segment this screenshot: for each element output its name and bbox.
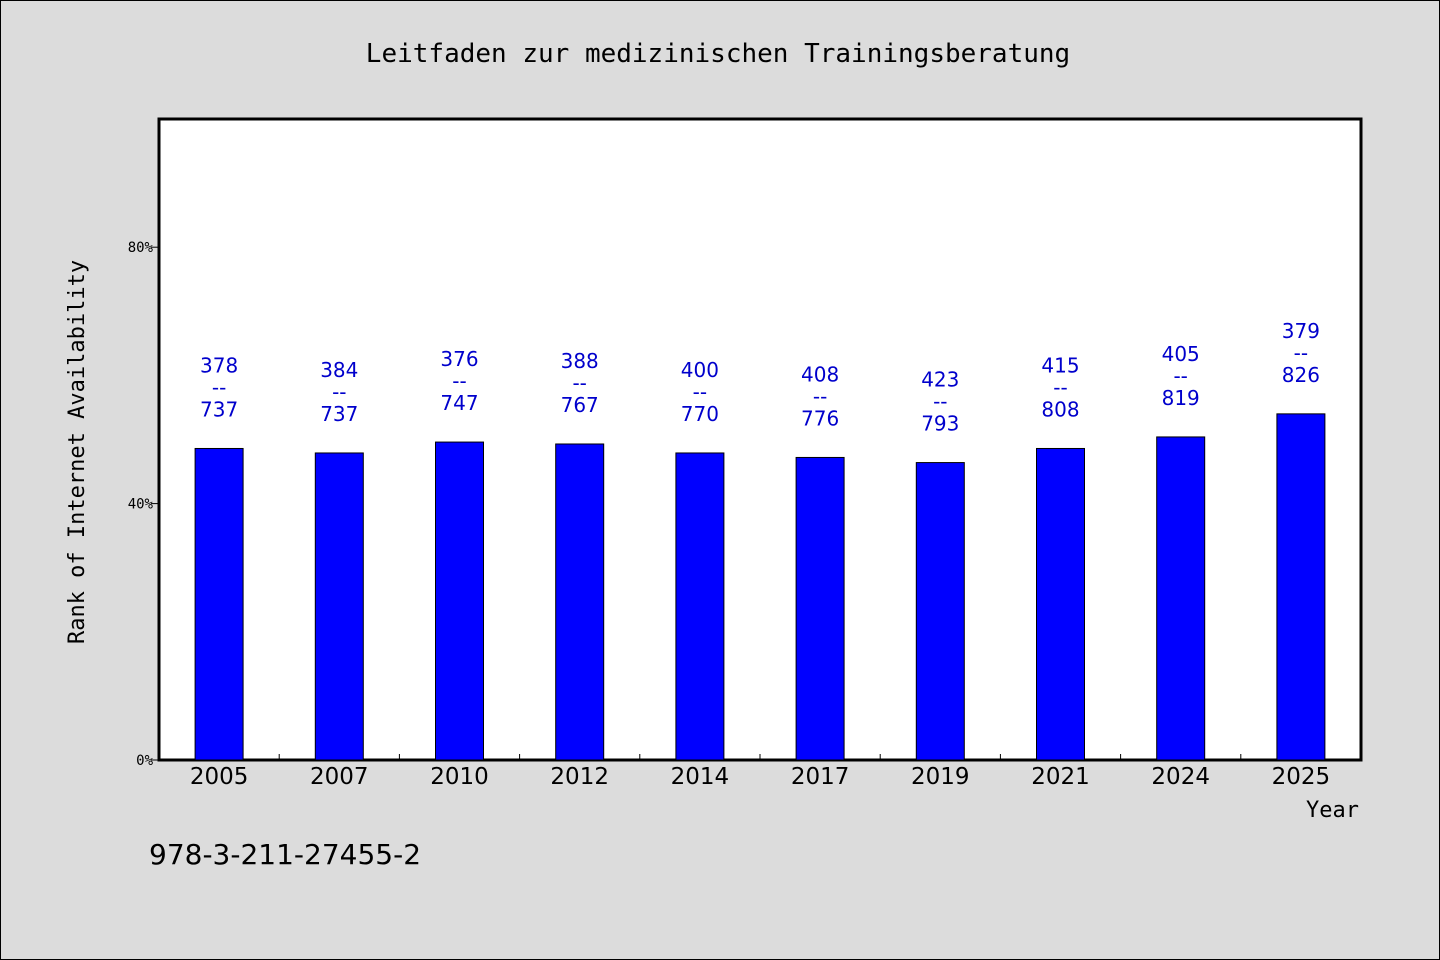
data-label-bottom: 747 <box>440 391 478 415</box>
y-tick-label: 0% <box>136 753 153 769</box>
data-label-bottom: 819 <box>1162 386 1200 410</box>
x-tick-label: 2021 <box>1031 764 1090 790</box>
x-tick-label: 2025 <box>1272 764 1331 790</box>
x-axis-ticks: 2005 2007 2010 2012 2014 2017 2019 2021 2024 2025 <box>190 754 1330 790</box>
x-tick-label: 2012 <box>550 764 609 790</box>
x-tick-label: 2005 <box>190 764 249 790</box>
data-label-top: 376 <box>440 347 478 371</box>
bar-2007 <box>314 452 364 761</box>
bar-2014 <box>675 452 725 761</box>
x-tick-label: 2024 <box>1151 764 1210 790</box>
data-label-separator: -- <box>1053 375 1067 399</box>
data-label-separator: -- <box>572 371 586 395</box>
data-label-top: 378 <box>200 353 238 377</box>
y-tick-label: 80% <box>128 240 154 256</box>
bar-2017 <box>795 456 845 761</box>
isbn-text: 978-3-211-27455-2 <box>149 838 421 871</box>
data-label-separator: -- <box>813 384 827 408</box>
data-label-top: 384 <box>320 358 358 382</box>
x-axis-title: Year <box>1306 798 1359 823</box>
y-axis-ticks: 0% 40% 80% <box>128 240 159 769</box>
data-label-bottom: 826 <box>1282 363 1320 387</box>
y-axis-title: Rank of Internet Availability <box>65 260 90 644</box>
data-label-bottom: 737 <box>200 397 238 421</box>
x-tick-label: 2007 <box>310 764 369 790</box>
data-label-bottom: 737 <box>320 402 358 426</box>
bar-2005 <box>194 447 244 761</box>
bar-2012 <box>555 443 605 761</box>
data-label-separator: -- <box>1173 364 1187 388</box>
bar-2010 <box>435 441 484 761</box>
data-label-separator: -- <box>933 390 947 414</box>
data-label-bottom: 770 <box>681 402 719 426</box>
data-label-separator: -- <box>212 375 226 399</box>
chart-title: Leitfaden zur medizinischen Trainingsber… <box>366 39 1070 69</box>
data-label-bottom: 808 <box>1041 397 1079 421</box>
data-label-separator: -- <box>452 369 466 393</box>
data-label-separator: -- <box>332 380 346 404</box>
x-tick-label: 2010 <box>430 764 489 790</box>
x-tick-label: 2017 <box>791 764 850 790</box>
bar-2024 <box>1156 436 1206 761</box>
data-label-top: 408 <box>801 362 839 386</box>
data-label-separator: -- <box>1294 341 1308 365</box>
data-labels-group: 737--378737--384747--376767--388770--400… <box>200 319 1320 436</box>
data-label-top: 405 <box>1162 342 1200 366</box>
data-label-top: 379 <box>1282 319 1320 343</box>
bar-2025 <box>1276 413 1326 761</box>
data-label-bottom: 776 <box>801 406 839 430</box>
bar-2021 <box>1036 447 1085 761</box>
bars-group <box>194 413 1326 761</box>
data-label-top: 423 <box>921 368 959 392</box>
data-label-separator: -- <box>693 380 707 404</box>
data-label-bottom: 793 <box>921 412 959 436</box>
data-label-top: 388 <box>561 349 599 373</box>
bar-2019 <box>915 462 965 761</box>
data-label-top: 415 <box>1041 353 1079 377</box>
x-tick-label: 2014 <box>671 764 730 790</box>
y-tick-label: 40% <box>128 497 154 513</box>
x-tick-label: 2019 <box>911 764 970 790</box>
data-label-top: 400 <box>681 358 719 382</box>
data-label-bottom: 767 <box>561 393 599 417</box>
